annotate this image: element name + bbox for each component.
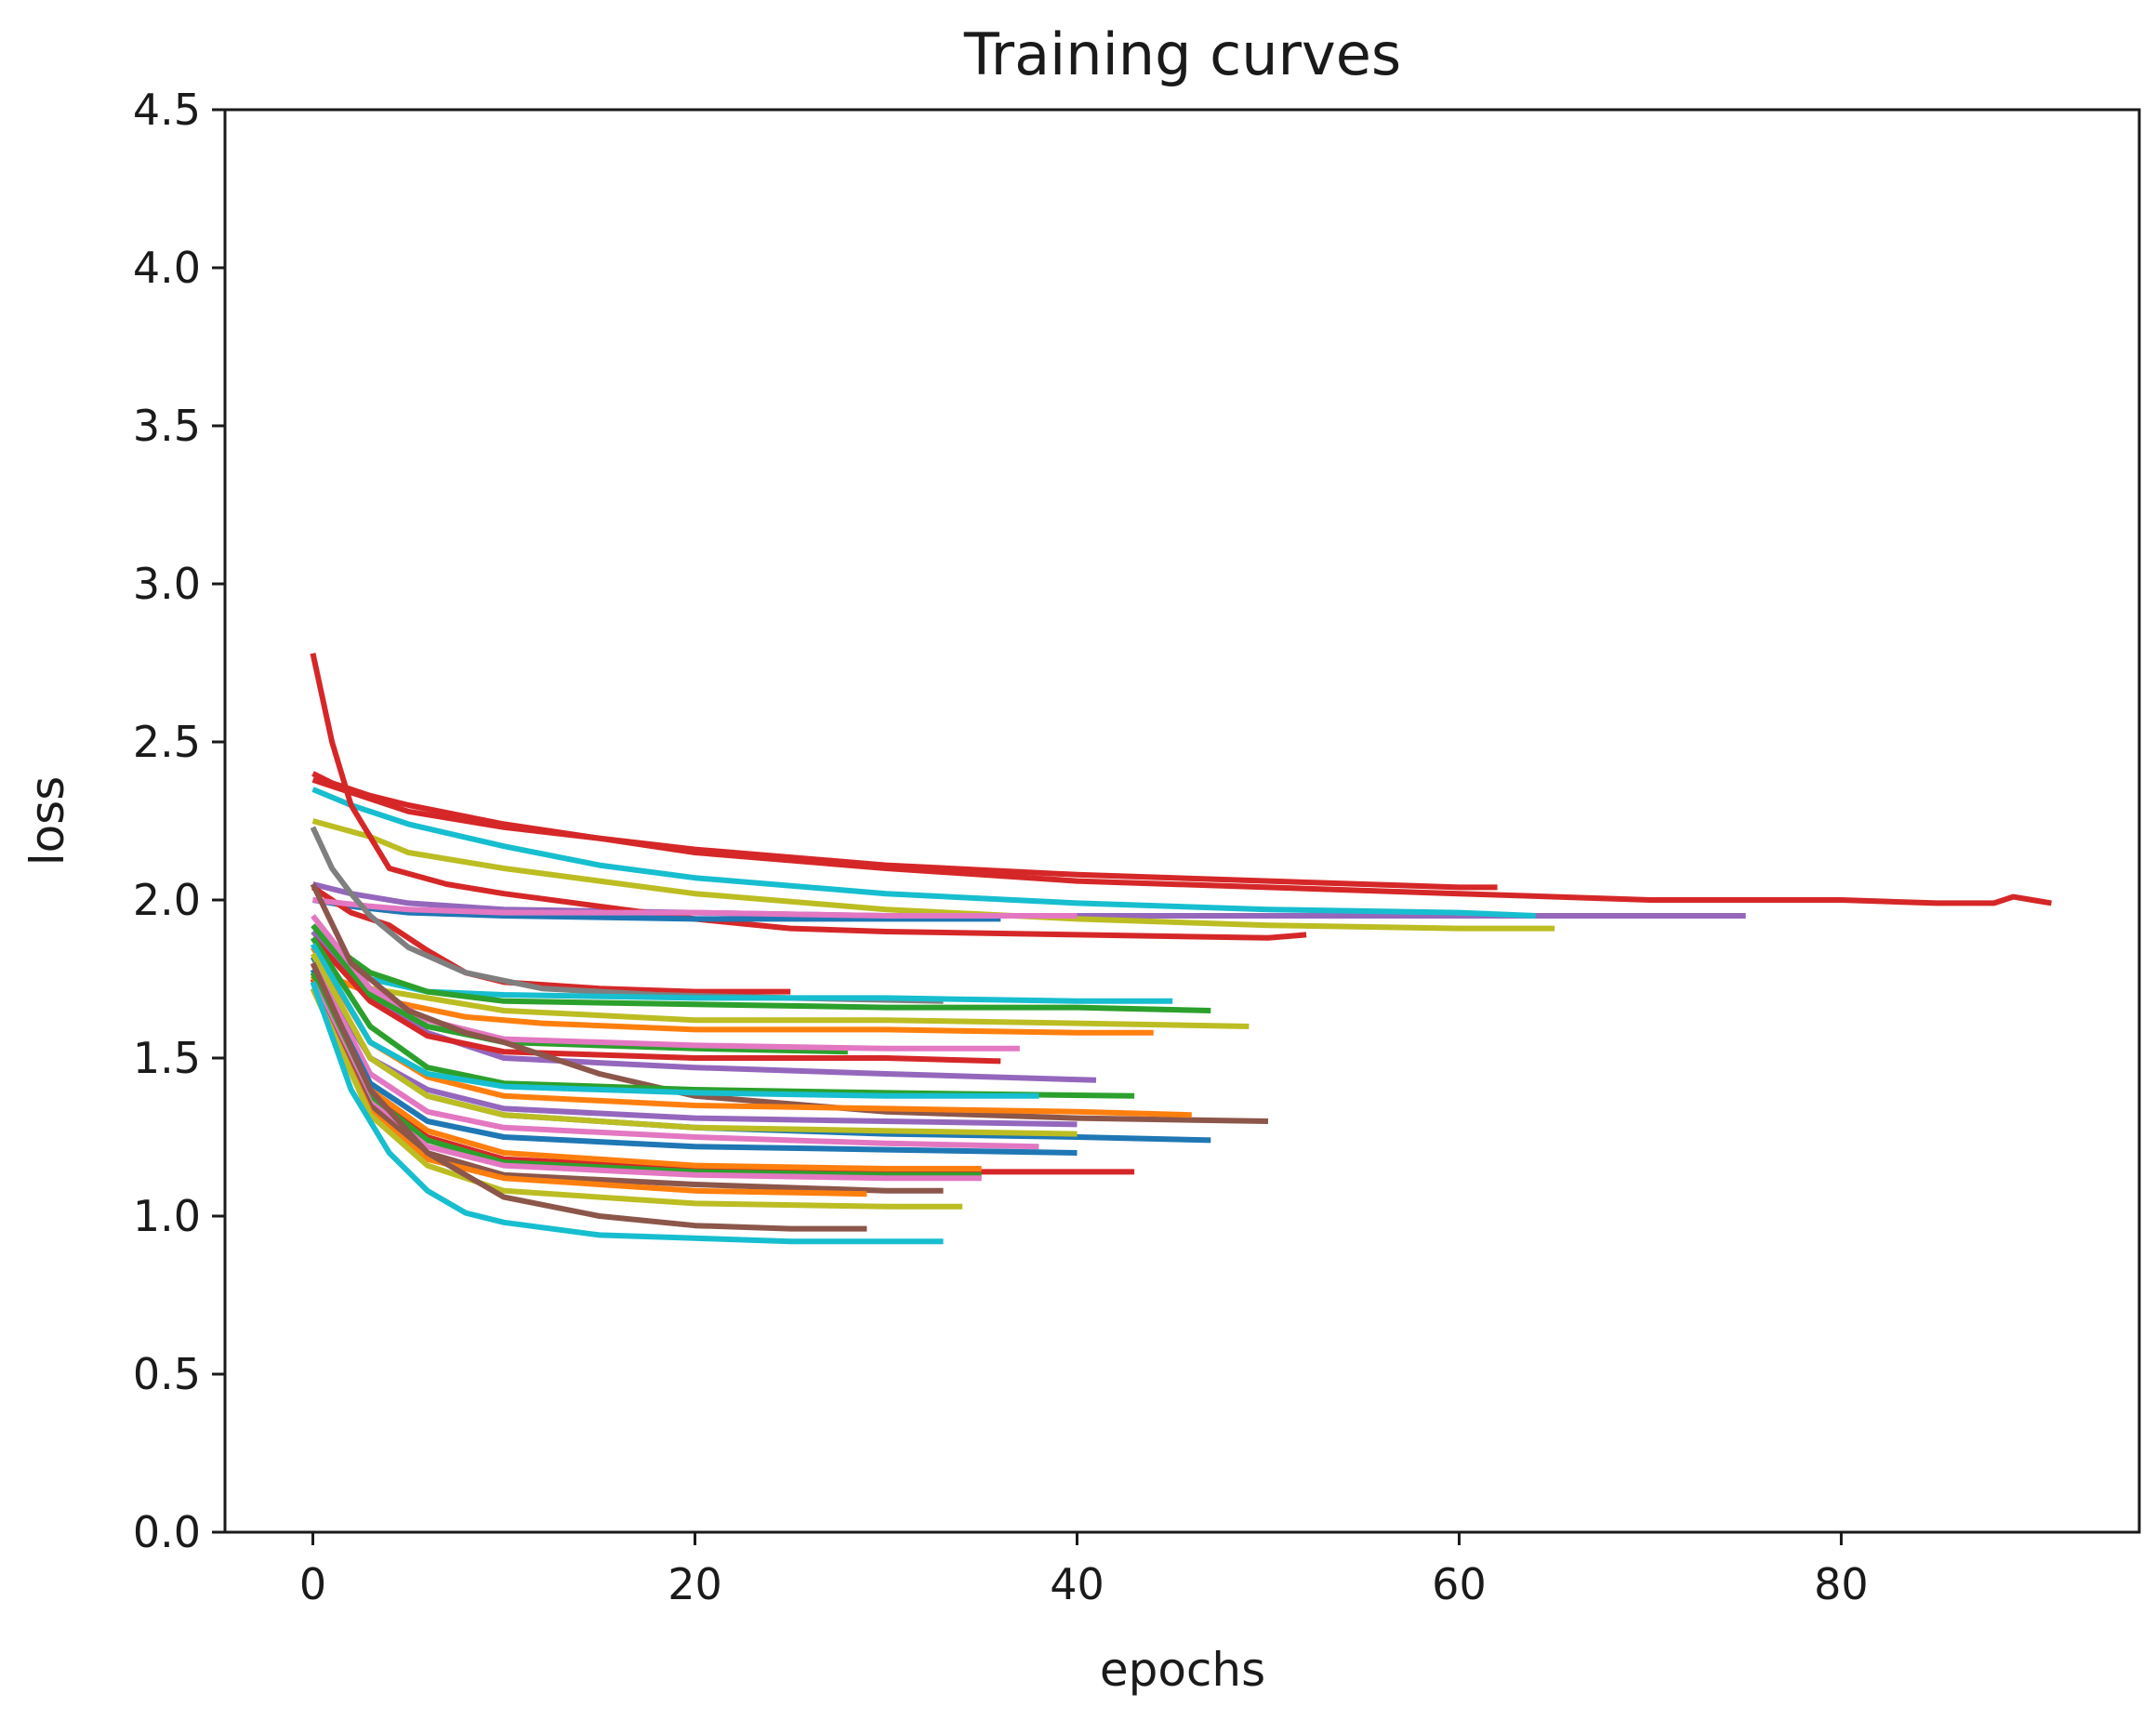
series-line-run-20	[310, 936, 1135, 1099]
series-line-run-18	[311, 914, 1020, 1052]
y-tick-label: 3.0	[133, 559, 201, 609]
x-ticks: 0 20 40 60 80	[299, 1532, 1869, 1609]
axes-layer	[223, 108, 2141, 1534]
y-tick-label: 0.5	[133, 1349, 201, 1399]
series-line-run-35	[310, 961, 867, 1232]
x-tick-label: 20	[668, 1559, 722, 1609]
series-line-run-25	[310, 952, 1078, 1137]
y-tick-label: 0.0	[133, 1507, 201, 1557]
series-line-run-34	[310, 986, 963, 1210]
x-tick-label: 40	[1050, 1559, 1104, 1609]
x-tick-label: 0	[299, 1559, 326, 1609]
y-tick-label: 1.5	[133, 1033, 201, 1083]
y-tick-label: 2.0	[133, 875, 201, 925]
plot-frame	[223, 108, 2141, 1534]
y-tick-label: 4.5	[133, 85, 201, 135]
x-tick-label: 60	[1432, 1559, 1487, 1609]
series-line-run-36	[310, 981, 944, 1245]
y-axis-label: loss	[20, 776, 74, 867]
series-line-run-26	[310, 961, 1039, 1150]
series-line-run-04	[311, 776, 1498, 891]
series-line-run-12	[311, 929, 1211, 1013]
chart-title: Training curves	[963, 20, 1401, 88]
series-line-run-01	[311, 771, 2052, 906]
series-line-run-11	[311, 945, 1173, 1004]
y-tick-label: 2.5	[133, 717, 201, 767]
series-line-run-09	[312, 897, 1078, 919]
series-line-run-06	[310, 653, 1307, 941]
y-tick-label: 4.0	[133, 243, 201, 293]
series-line-run-19	[310, 882, 1269, 1124]
series-line-run-16	[311, 935, 1001, 1065]
y-ticks: 0.0 0.5 1.0 1.5 2.0 2.5 3.0 3.5 4.0 4.5	[133, 85, 225, 1557]
series-line-run-13	[312, 976, 1250, 1029]
series-line-run-23	[310, 943, 1039, 1099]
series-lines-layer	[310, 653, 2052, 1245]
y-tick-label: 1.0	[133, 1191, 201, 1241]
x-axis-label: epochs	[1100, 1643, 1265, 1697]
series-line-run-03	[311, 818, 1555, 932]
series-line-run-05	[311, 787, 1536, 919]
y-tick-label: 3.5	[133, 401, 201, 451]
x-tick-label: 80	[1814, 1559, 1869, 1609]
